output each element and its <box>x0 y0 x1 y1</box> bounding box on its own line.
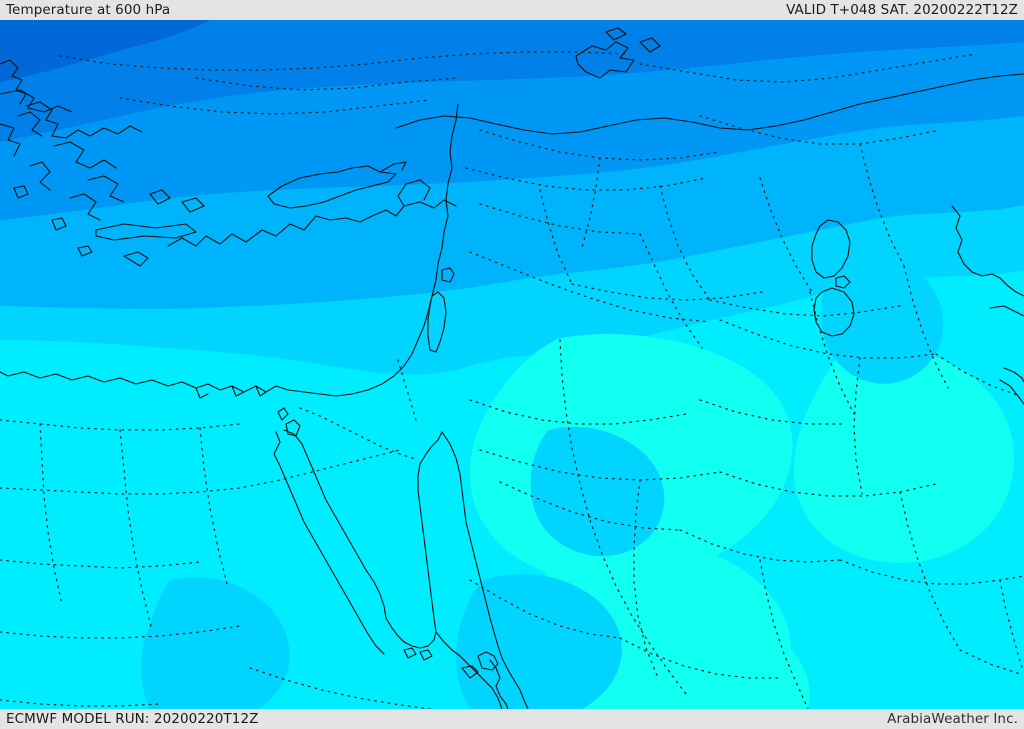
band-warmest-core-c <box>793 347 1015 564</box>
coastlines <box>0 27 1024 709</box>
map-canvas[interactable] <box>0 20 1024 709</box>
band-coldest <box>0 20 210 82</box>
page-title: Temperature at 600 hPa <box>6 2 171 18</box>
temperature-fill-bands <box>0 20 1024 709</box>
valid-time-label: VALID T+048 SAT. 20200222T12Z <box>786 2 1018 18</box>
inclusion-warm-d <box>141 577 290 709</box>
inclusion-warm-c <box>820 253 944 384</box>
footer-bar: ECMWF MODEL RUN: 20200220T12Z ArabiaWeat… <box>0 709 1024 729</box>
header-bar: Temperature at 600 hPa VALID T+048 SAT. … <box>0 0 1024 20</box>
brand-label: ArabiaWeather Inc. <box>887 711 1018 727</box>
inclusion-warm-a <box>455 573 622 709</box>
model-run-label: ECMWF MODEL RUN: 20200220T12Z <box>6 711 259 727</box>
inclusion-warm-b <box>530 426 665 557</box>
country-borders <box>0 51 1024 709</box>
map-svg <box>0 20 1024 709</box>
band-cold <box>0 20 1024 142</box>
band-warmest-core-d <box>660 616 810 709</box>
